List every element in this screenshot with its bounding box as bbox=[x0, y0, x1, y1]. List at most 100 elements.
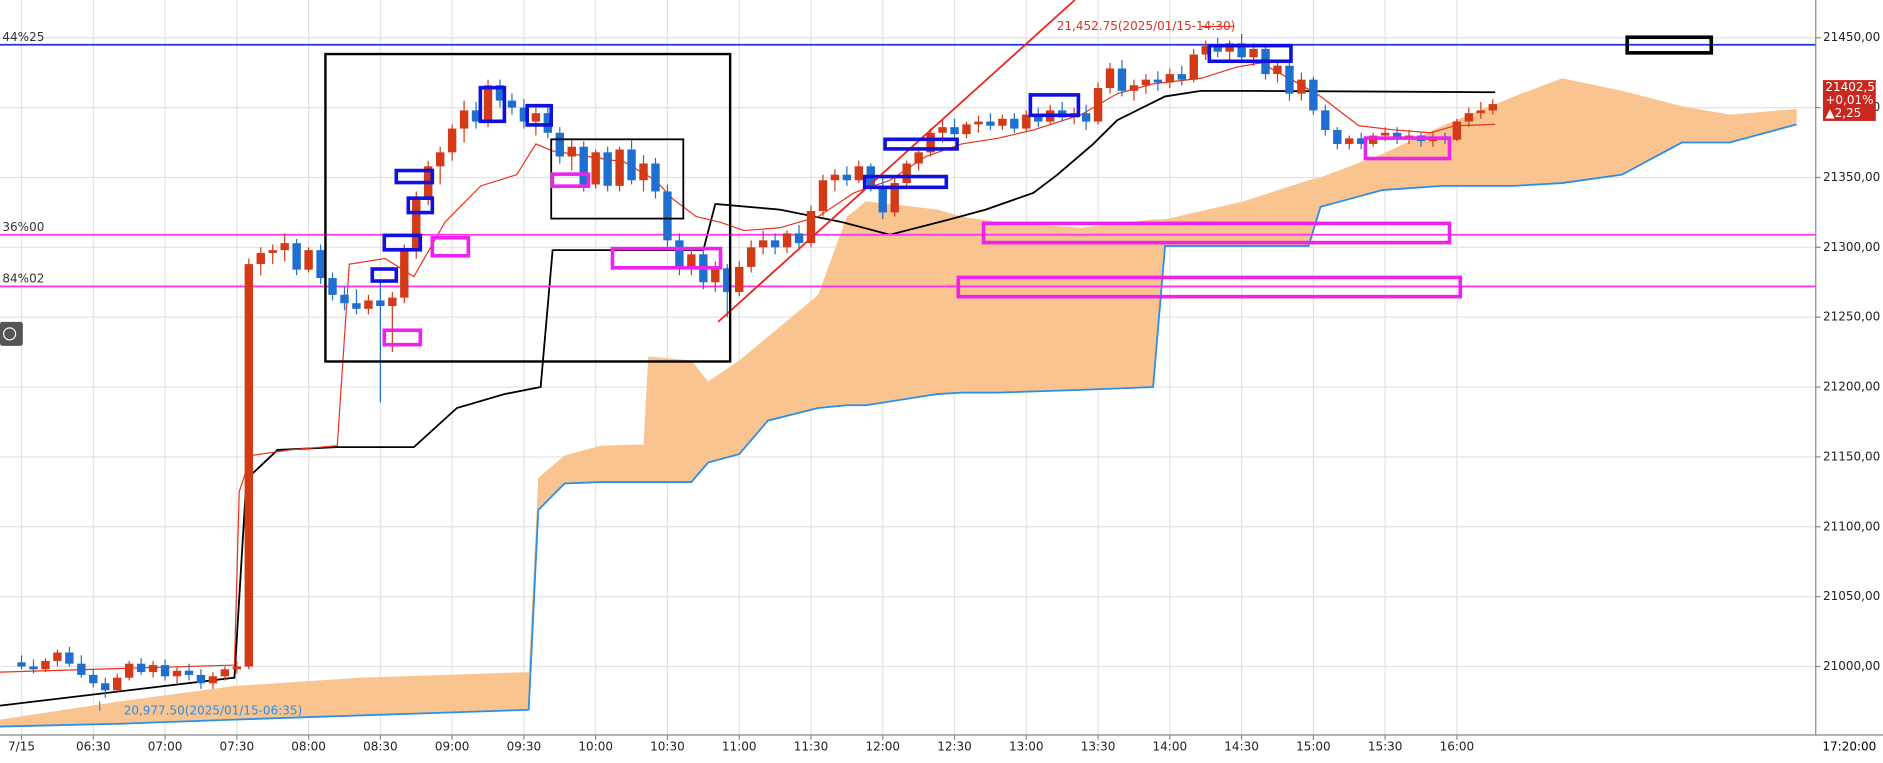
button-icon[interactable] bbox=[3, 327, 17, 341]
box bbox=[382, 328, 423, 347]
y-tick-label: 21150,00 bbox=[1823, 449, 1880, 463]
box bbox=[550, 172, 591, 188]
candle-body bbox=[256, 252, 265, 265]
x-tick-label: 14:30 bbox=[1224, 739, 1259, 753]
candle-body bbox=[208, 676, 218, 684]
box bbox=[1363, 136, 1452, 161]
box bbox=[1028, 93, 1081, 118]
candle-body bbox=[806, 211, 816, 244]
candle-body bbox=[292, 243, 301, 270]
last-price: 21402,50 bbox=[1825, 80, 1882, 94]
y-tick-label: 21250,00 bbox=[1823, 310, 1880, 324]
candle-body bbox=[1452, 121, 1462, 140]
candle-body bbox=[495, 85, 505, 101]
y-tick-label: 21000,00 bbox=[1823, 659, 1880, 673]
candle-body bbox=[1165, 74, 1175, 83]
candle-body bbox=[1237, 43, 1246, 58]
x-tick-label: 15:30 bbox=[1368, 739, 1403, 753]
magenta-boxes bbox=[382, 136, 1463, 347]
candle-body bbox=[794, 233, 804, 244]
y-tick-label: 21350,00 bbox=[1823, 170, 1880, 184]
candle-body bbox=[603, 152, 612, 186]
candle-body bbox=[842, 174, 852, 181]
candle-body bbox=[758, 240, 768, 248]
candle-body bbox=[1285, 65, 1294, 94]
box bbox=[1207, 43, 1293, 64]
x-tick-label: 10:30 bbox=[650, 739, 685, 753]
candle-body bbox=[1333, 129, 1342, 144]
candle-body bbox=[196, 674, 206, 684]
candle-body bbox=[507, 100, 517, 108]
candle-body bbox=[113, 677, 122, 691]
x-tick-label: 7/15 bbox=[8, 739, 35, 753]
candle-body bbox=[986, 121, 995, 126]
candle-body bbox=[531, 113, 541, 122]
candle-body bbox=[352, 303, 361, 309]
candle-body bbox=[663, 191, 672, 241]
candle-body bbox=[1225, 43, 1234, 52]
drawing-tools bbox=[99, 0, 1714, 711]
candle-body bbox=[160, 665, 170, 677]
candle-body bbox=[1309, 79, 1318, 111]
candle-body bbox=[184, 670, 194, 675]
candle-body bbox=[1022, 114, 1031, 129]
candle-body bbox=[1249, 48, 1258, 58]
candle-body bbox=[89, 674, 98, 684]
box bbox=[394, 168, 435, 185]
candle-body bbox=[830, 174, 840, 181]
candle-body bbox=[926, 132, 935, 153]
x-tick-label: 06:30 bbox=[76, 739, 111, 753]
box bbox=[525, 103, 554, 127]
candle-body bbox=[304, 250, 313, 270]
candle-body bbox=[1213, 46, 1222, 52]
y-axis-bg bbox=[1815, 0, 1883, 759]
x-tick-label: 16:00 bbox=[1440, 739, 1475, 753]
candle-body bbox=[1093, 88, 1103, 122]
low-annotation: 20,977.50(2025/01/15-06:35) bbox=[124, 703, 303, 717]
candle-body bbox=[340, 294, 349, 304]
x-tick-label: 09:00 bbox=[435, 739, 470, 753]
horizontal-line-label: 44%25 bbox=[2, 30, 44, 44]
y-tick-label: 21300,00 bbox=[1823, 240, 1880, 254]
button-bg[interactable] bbox=[0, 321, 23, 346]
candle-body bbox=[53, 652, 62, 661]
candle-body bbox=[124, 663, 134, 678]
box bbox=[430, 235, 471, 258]
candle-body bbox=[1488, 104, 1497, 111]
x-tick-label: 07:30 bbox=[220, 739, 255, 753]
box bbox=[478, 85, 507, 124]
candle-body bbox=[17, 662, 26, 667]
x-tick-label: 08:30 bbox=[363, 739, 398, 753]
candle-body bbox=[615, 149, 624, 186]
x-tick-label: 11:30 bbox=[794, 739, 829, 753]
candle-body bbox=[962, 124, 971, 135]
candle-body bbox=[914, 152, 923, 164]
indicator-line bbox=[0, 89, 1496, 707]
candle-body bbox=[998, 118, 1007, 126]
candle-body bbox=[1129, 85, 1139, 91]
candle-body bbox=[878, 185, 887, 213]
candle-body bbox=[890, 183, 899, 213]
box bbox=[862, 174, 949, 190]
candle-body bbox=[723, 268, 732, 293]
candle-body bbox=[268, 250, 277, 253]
candle-body bbox=[579, 146, 588, 185]
candle-body bbox=[746, 247, 756, 267]
x-tick-label: 10:00 bbox=[578, 739, 613, 753]
x-tick-label: 13:00 bbox=[1009, 739, 1044, 753]
y-tick-label: 21100,00 bbox=[1823, 519, 1880, 533]
candle-body bbox=[136, 663, 146, 673]
candle-body bbox=[1034, 114, 1043, 122]
candle-body bbox=[543, 113, 553, 133]
close-button[interactable] bbox=[0, 321, 23, 346]
candle-body bbox=[950, 127, 959, 135]
candle-body bbox=[735, 266, 744, 293]
candle-body bbox=[29, 666, 38, 670]
candle-body bbox=[519, 107, 529, 122]
x-tick-label: 09:30 bbox=[507, 739, 542, 753]
candle-body bbox=[447, 128, 457, 153]
x-tick-label: 14:00 bbox=[1153, 739, 1188, 753]
candle-body bbox=[627, 149, 636, 181]
candle-body bbox=[1141, 79, 1151, 86]
box bbox=[382, 233, 423, 252]
